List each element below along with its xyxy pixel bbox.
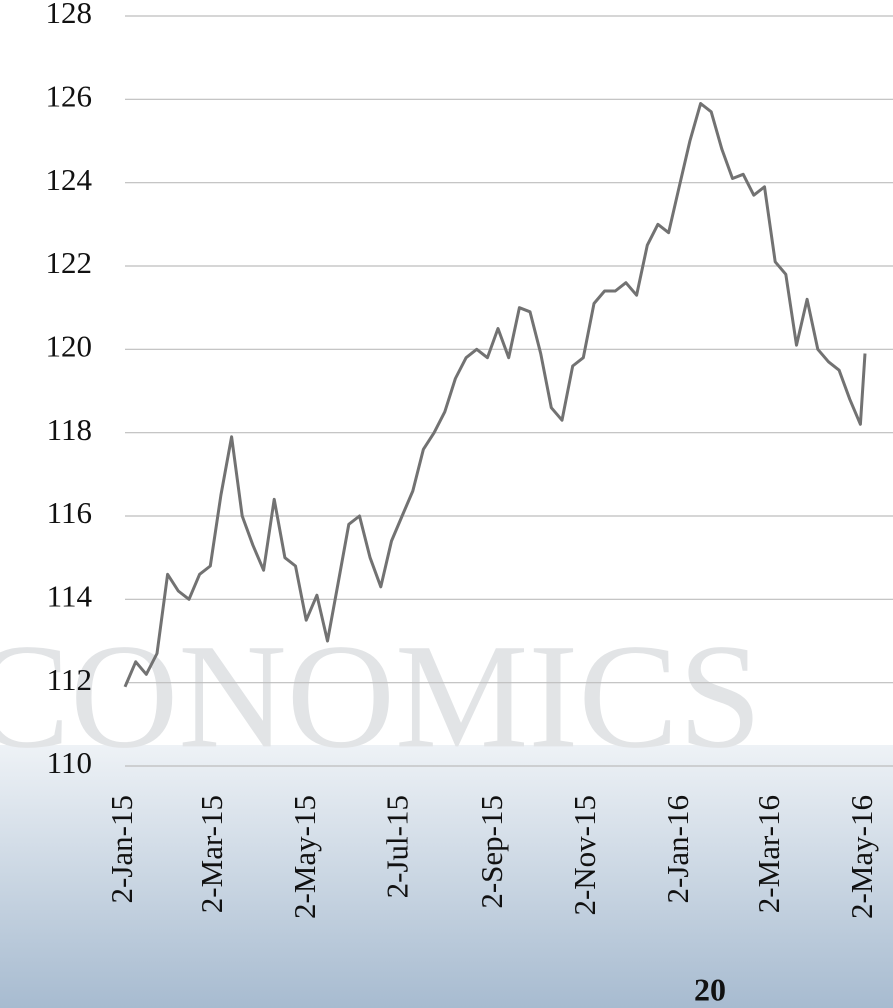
y-tick-label: 126 xyxy=(46,78,93,113)
y-tick-label: 112 xyxy=(47,662,92,697)
x-tick-label: 2-Jan-15 xyxy=(104,795,139,903)
y-tick-label: 110 xyxy=(47,745,92,780)
page-number: 20 xyxy=(694,971,726,1007)
x-tick-label: 2-May-15 xyxy=(287,795,322,919)
y-tick-label: 120 xyxy=(46,328,93,363)
y-tick-label: 118 xyxy=(47,412,92,447)
x-tick-label: 2-Sep-15 xyxy=(474,795,509,909)
y-tick-label: 128 xyxy=(46,0,93,30)
x-tick-label: 2-Nov-15 xyxy=(567,795,602,916)
y-tick-label: 116 xyxy=(47,495,92,530)
y-tick-label: 114 xyxy=(47,578,93,613)
x-tick-label: 2-Jan-16 xyxy=(660,795,695,903)
watermark: CONOMICS xyxy=(0,613,762,779)
x-tick-label: 2-Jul-15 xyxy=(380,795,415,898)
data-line xyxy=(123,102,867,688)
x-tick-label: 2-Mar-15 xyxy=(194,795,229,913)
y-tick-label: 124 xyxy=(46,162,93,197)
background-band xyxy=(0,745,893,1008)
x-tick-label: 2-May-16 xyxy=(844,795,879,919)
y-tick-label: 122 xyxy=(46,245,93,280)
x-tick-label: 2-Mar-16 xyxy=(751,795,786,913)
